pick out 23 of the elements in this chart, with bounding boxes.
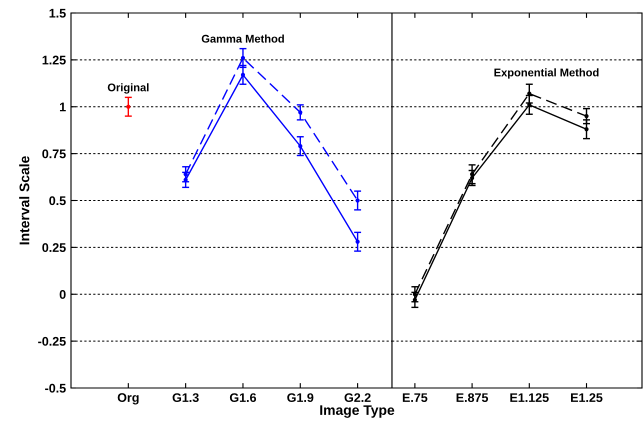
x-tick-label: E1.25 [571,393,602,402]
y-tick-label: 1.25 [42,56,66,65]
y-tick-label: -0.25 [38,336,66,346]
x-axis-title: Image Type [320,405,394,418]
y-tick-label: 0.75 [42,149,66,158]
x-tick-label: G1.9 [287,393,314,402]
x-tick-label: E1.125 [510,393,549,402]
x-tick-label: Org [118,393,139,405]
x-tick-label: G1.3 [172,393,199,402]
x-tick-label: G1.6 [230,393,256,402]
y-tick-label: -0.5 [45,384,66,393]
y-tick-label: 0.5 [49,196,66,206]
annotation: Original [108,83,149,94]
x-tick-label: E.875 [456,393,488,402]
x-tick-label: G2.2 [344,393,371,402]
x-tick-label: E.75 [402,393,428,402]
y-tick-label: 1 [60,102,66,112]
y-tick-label: 0.25 [42,243,66,252]
y-tick-label: 0 [60,290,66,299]
annotation: Exponential Method [494,68,599,79]
annotation: Gamma Method [202,34,284,43]
y-axis-title: Interval Scale [19,156,30,244]
y-tick-label: 1.5 [50,8,66,18]
